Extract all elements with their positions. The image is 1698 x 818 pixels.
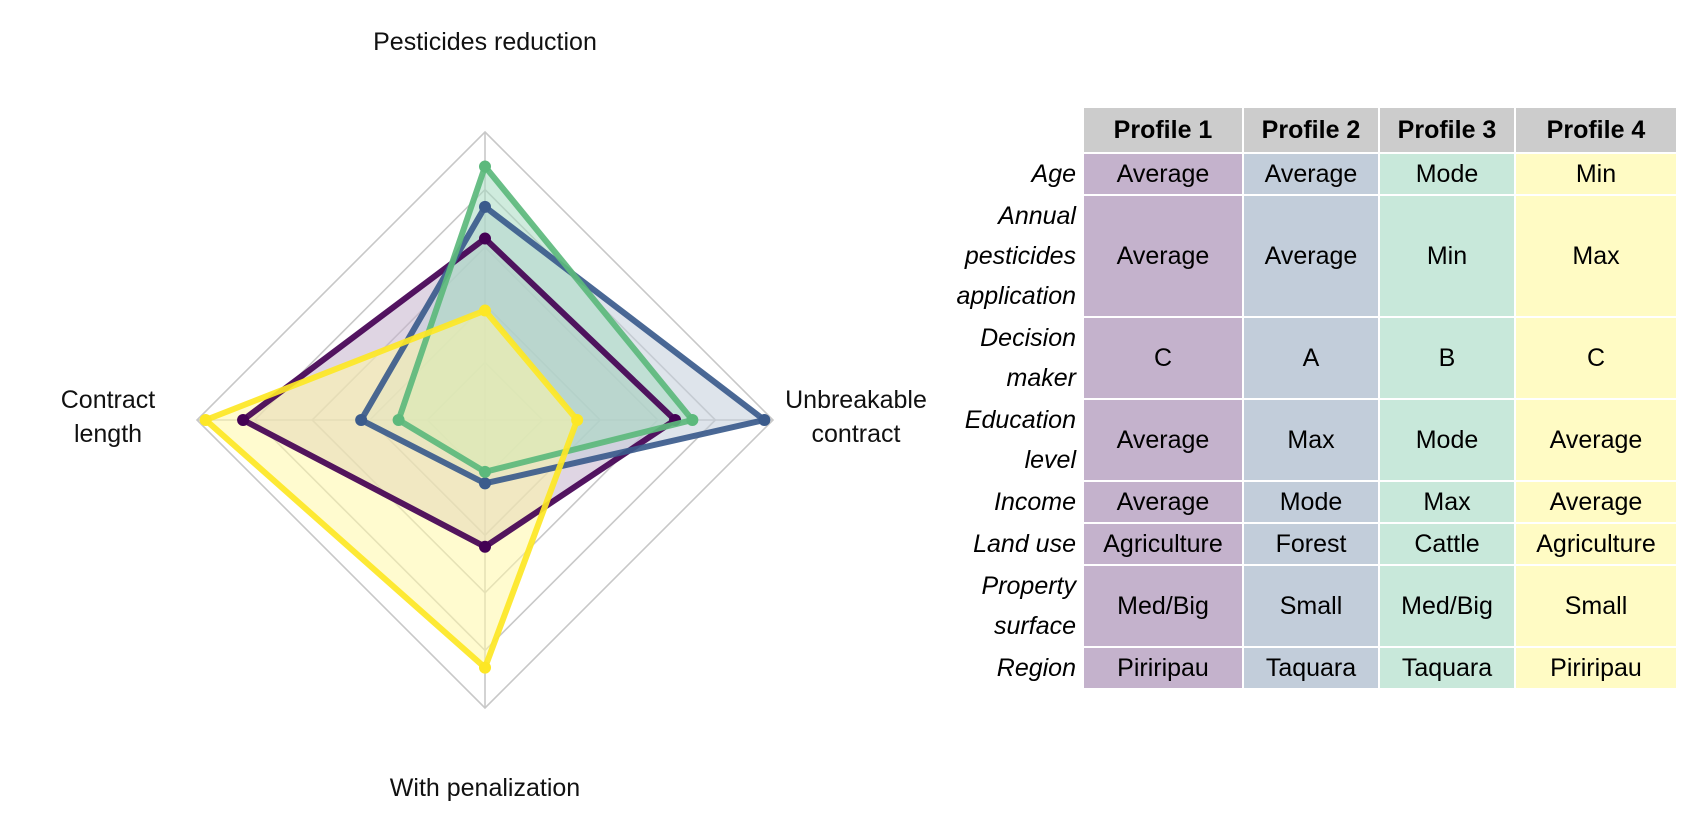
radar-series-3-point (479, 465, 491, 478)
table-cell: Med/Big (1082, 564, 1244, 648)
column-header-profile-3: Profile 3 (1378, 106, 1516, 154)
radar-series-4-point (479, 304, 491, 317)
column-header-profile-2: Profile 2 (1242, 106, 1380, 154)
row-label-line: Land use (973, 530, 1076, 558)
table-row: Property surface Med/Big Small Med/Big Small (940, 564, 1678, 648)
radar-series-4-area (205, 310, 578, 668)
table-body: Age Average Average Mode Min Annual pesticides… (940, 152, 1678, 690)
table-cell: Average (1082, 480, 1244, 524)
radar-axis-label-line: contract (812, 420, 901, 448)
radar-series-2-point (758, 414, 771, 426)
radar-axis-label-line: Contract (61, 386, 156, 414)
table-cell: Agriculture (1082, 522, 1244, 566)
table-cell: Average (1082, 152, 1244, 196)
row-label-line: Education (964, 406, 1076, 434)
row-label: Education level (940, 398, 1084, 482)
row-label-line: Age (1031, 160, 1076, 188)
table-cell: Average (1082, 194, 1244, 318)
table-cell: C (1082, 316, 1244, 400)
table-cell: Mode (1242, 480, 1380, 524)
table-cell: Average (1242, 152, 1380, 196)
row-label-line: Property (981, 572, 1076, 600)
radar-series-2-point (479, 200, 491, 213)
radar-series-3-point (479, 160, 491, 173)
radar-series-2-point (355, 414, 368, 426)
table-cell: Taquara (1378, 646, 1516, 690)
row-label: Region (940, 646, 1084, 690)
table-cell: B (1378, 316, 1516, 400)
radar-axis-label: Unbreakable contract (785, 386, 927, 448)
row-label: Annual pesticides application (940, 194, 1084, 318)
table-cell: Average (1242, 194, 1380, 318)
table-cell: Taquara (1242, 646, 1380, 690)
row-label: Decision maker (940, 316, 1084, 400)
row-label-line: maker (1006, 364, 1076, 392)
row-label: Income (940, 480, 1084, 524)
table-row: Age Average Average Mode Min (940, 152, 1678, 196)
row-label: Property surface (940, 564, 1084, 648)
profile-table: Profile 1 Profile 2 Profile 3 Profile 4 Age… (940, 106, 1678, 690)
table-cell: C (1514, 316, 1678, 400)
radar-axis-label: Pesticides reduction (373, 28, 597, 56)
column-header-profile-4: Profile 4 (1514, 106, 1678, 154)
table-cell: Average (1082, 398, 1244, 482)
row-label-line: Region (996, 654, 1076, 682)
row-label-line: application (956, 282, 1076, 310)
table-cell: Average (1514, 398, 1678, 482)
row-label-line: surface (994, 612, 1076, 640)
radar-axis-labels: Pesticides reduction Unbreakable contract W… (61, 28, 927, 802)
radar-axis-label: Contract length (61, 386, 156, 448)
column-header-profile-1: Profile 1 (1082, 106, 1244, 154)
radar-series-4-point (479, 661, 491, 674)
table-row: Decision maker C A B C (940, 316, 1678, 400)
table-cell: Piriripau (1514, 646, 1678, 690)
table-cell: Mode (1378, 398, 1516, 482)
radar-series-group (199, 160, 771, 674)
table-cell: Max (1378, 480, 1516, 524)
table-corner (940, 106, 1084, 154)
radar-series-1-point (479, 232, 491, 245)
row-label-line: pesticides (964, 242, 1076, 270)
row-label-line: Annual (998, 202, 1076, 230)
row-label: Age (940, 152, 1084, 196)
row-label: Land use (940, 522, 1084, 566)
row-label-line: Income (994, 488, 1076, 516)
table-header-row: Profile 1 Profile 2 Profile 3 Profile 4 (940, 106, 1678, 154)
radar-chart: Pesticides reduction Unbreakable contract W… (61, 28, 927, 802)
row-label-line: Decision (980, 324, 1076, 352)
radar-series-4-point (199, 414, 212, 426)
table-cell: Mode (1378, 152, 1516, 196)
table-row: Region Piriripau Taquara Taquara Piriripau (940, 646, 1678, 690)
table-cell: Forest (1242, 522, 1380, 566)
table-cell: Min (1378, 194, 1516, 318)
table-row: Land use Agriculture Forest Cattle Agricultu… (940, 522, 1678, 566)
radar-series-3-point (392, 414, 405, 426)
radar-series-2-point (479, 477, 491, 490)
radar-axis-label-line: Unbreakable (785, 386, 927, 414)
table-row: Income Average Mode Max Average (940, 480, 1678, 524)
table-cell: Average (1514, 480, 1678, 524)
table-cell: A (1242, 316, 1380, 400)
radar-axis-label-line: length (74, 420, 142, 448)
radar-axis-label-line: Pesticides reduction (373, 28, 597, 56)
table-cell: Agriculture (1514, 522, 1678, 566)
table-cell: Max (1242, 398, 1380, 482)
radar-axis-label-line: With penalization (390, 774, 580, 802)
table-cell: Piriripau (1082, 646, 1244, 690)
radar-series-1-point (237, 414, 250, 426)
row-label-line: level (1024, 446, 1076, 474)
table-row: Education level Average Max Mode Average (940, 398, 1678, 482)
table-cell: Small (1242, 564, 1380, 648)
table-cell: Small (1514, 564, 1678, 648)
table-cell: Max (1514, 194, 1678, 318)
radar-series-3-point (686, 414, 699, 426)
table-cell: Cattle (1378, 522, 1516, 566)
table-row: Annual pesticides application Average Averag… (940, 194, 1678, 318)
radar-series-4-point (571, 414, 584, 426)
table-cell: Min (1514, 152, 1678, 196)
radar-series-1-point (479, 540, 491, 553)
table-cell: Med/Big (1378, 564, 1516, 648)
radar-axis-label: With penalization (390, 774, 580, 802)
